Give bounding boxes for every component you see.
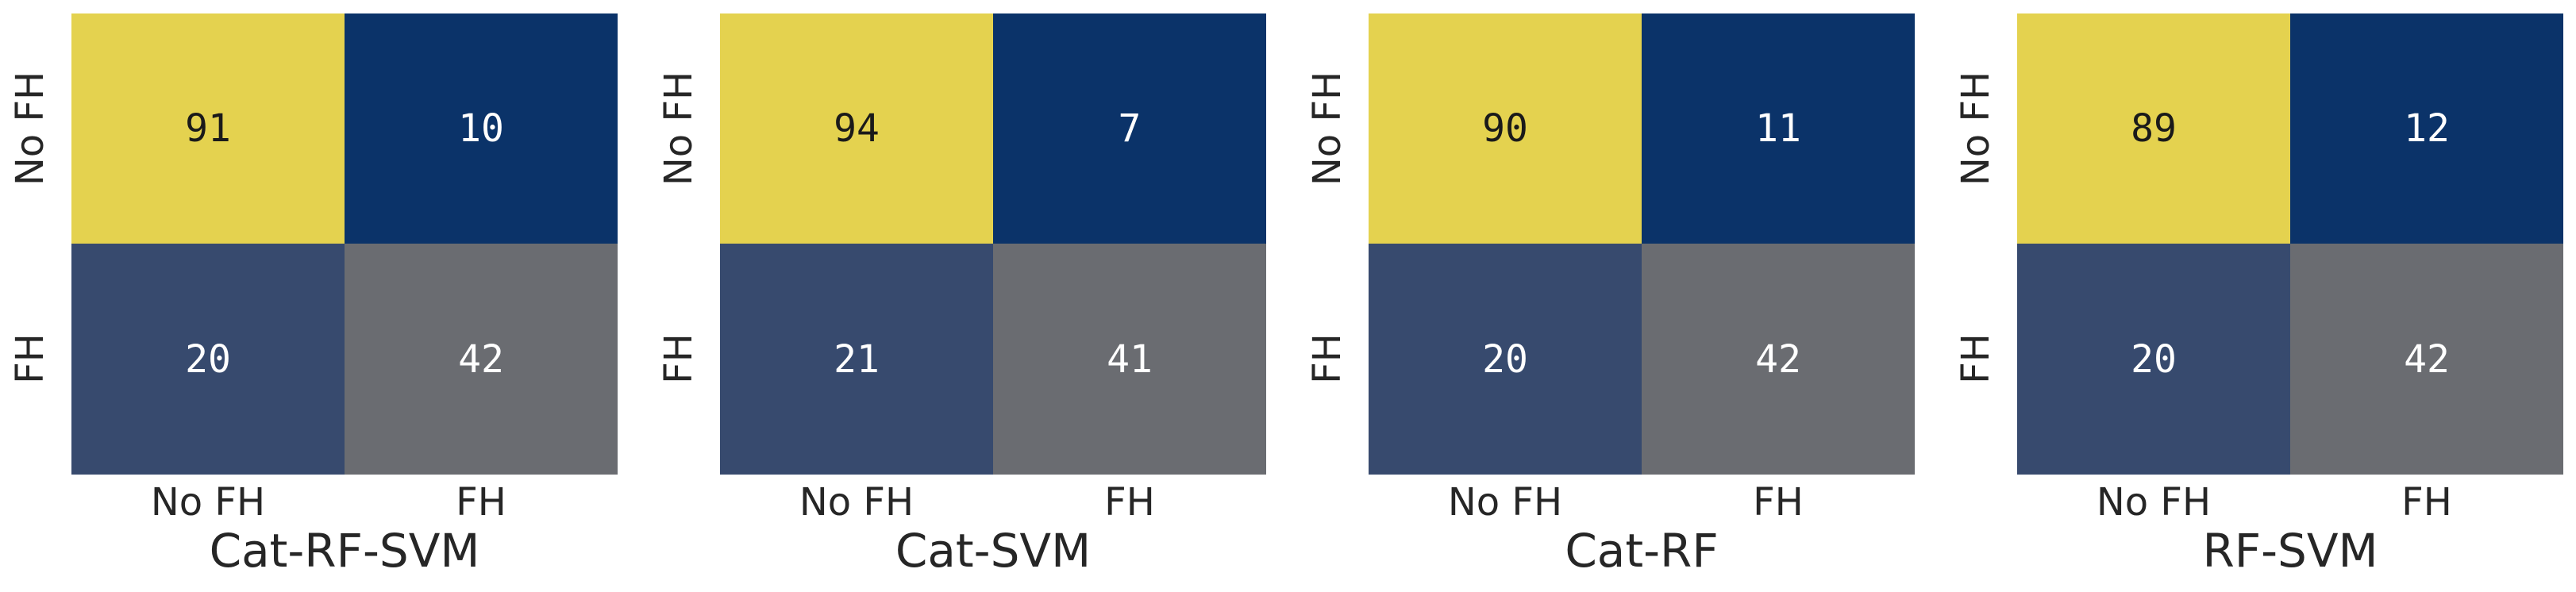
cell-value: 20: [2131, 336, 2177, 382]
cell-value: 21: [834, 336, 880, 382]
cell-value: 20: [185, 336, 231, 382]
cell-value: 94: [834, 106, 880, 151]
heatmap-cell: 20: [2017, 244, 2290, 475]
y-tick-label: FH: [657, 333, 701, 384]
cell-value: 42: [458, 336, 504, 382]
cell-value: 41: [1107, 336, 1153, 382]
cell-value: 7: [1118, 106, 1142, 151]
heatmap-cell: 10: [345, 13, 618, 244]
x-tick-row: No FH FH: [71, 480, 618, 525]
cell-value: 10: [458, 106, 504, 151]
y-tick-label: No FH: [657, 71, 701, 186]
heatmap-cell: 94: [720, 13, 993, 244]
heatmap-cell: 42: [345, 244, 618, 475]
heatmap-cell: 11: [1642, 13, 1915, 244]
x-tick-row: No FH FH: [2017, 480, 2563, 525]
heatmap-grid: 90 11 20 42: [1369, 13, 1915, 475]
x-tick-label: No FH: [2096, 480, 2212, 525]
cell-value: 89: [2131, 106, 2177, 151]
y-tick-label: FH: [1954, 333, 1998, 384]
confusion-matrix-panel-cat-svm: No FH FH 94 7 21 41 No FH FH Cat-SVM: [657, 0, 1266, 592]
confusion-matrix-panel-cat-rf-svm: No FH FH 91 10 20 42 No FH FH Cat-RF-SVM: [8, 0, 618, 592]
heatmap-grid: 94 7 21 41: [720, 13, 1266, 475]
heatmap-cell: 20: [1369, 244, 1642, 475]
x-tick-label: FH: [1104, 480, 1155, 525]
confusion-matrix-panel-cat-rf: No FH FH 90 11 20 42 No FH FH Cat-RF: [1305, 0, 1915, 592]
cell-value: 42: [1755, 336, 1801, 382]
y-tick-label: FH: [1305, 333, 1350, 384]
cell-value: 42: [2404, 336, 2450, 382]
heatmap-cell: 20: [71, 244, 345, 475]
heatmap-cell: 91: [71, 13, 345, 244]
heatmap-grid: 89 12 20 42: [2017, 13, 2563, 475]
heatmap-cell: 21: [720, 244, 993, 475]
heatmap-grid: 91 10 20 42: [71, 13, 618, 475]
x-tick-row: No FH FH: [720, 480, 1266, 525]
x-tick-label: No FH: [1447, 480, 1563, 525]
cell-value: 20: [1482, 336, 1528, 382]
heatmap-cell: 42: [1642, 244, 1915, 475]
y-tick-label: No FH: [1305, 71, 1350, 186]
y-tick-label: No FH: [1954, 71, 1998, 186]
y-tick-label: FH: [8, 333, 52, 384]
y-tick-label: No FH: [8, 71, 52, 186]
panel-title: Cat-SVM: [895, 524, 1092, 579]
cell-value: 12: [2404, 106, 2450, 151]
panel-title: Cat-RF-SVM: [209, 524, 480, 579]
x-tick-label: FH: [1753, 480, 1804, 525]
heatmap-cell: 12: [2290, 13, 2563, 244]
x-tick-label: FH: [2401, 480, 2452, 525]
cell-value: 11: [1755, 106, 1801, 151]
heatmap-cell: 90: [1369, 13, 1642, 244]
x-tick-label: No FH: [799, 480, 914, 525]
confusion-matrix-panel-rf-svm: No FH FH 89 12 20 42 No FH FH RF-SVM: [1954, 0, 2563, 592]
x-tick-label: No FH: [150, 480, 266, 525]
heatmap-cell: 7: [993, 13, 1266, 244]
heatmap-cell: 41: [993, 244, 1266, 475]
cell-value: 90: [1482, 106, 1528, 151]
cell-value: 91: [185, 106, 231, 151]
panel-title: Cat-RF: [1565, 524, 1719, 579]
panel-title: RF-SVM: [2202, 524, 2378, 579]
heatmap-cell: 42: [2290, 244, 2563, 475]
x-tick-label: FH: [456, 480, 506, 525]
heatmap-cell: 89: [2017, 13, 2290, 244]
x-tick-row: No FH FH: [1369, 480, 1915, 525]
